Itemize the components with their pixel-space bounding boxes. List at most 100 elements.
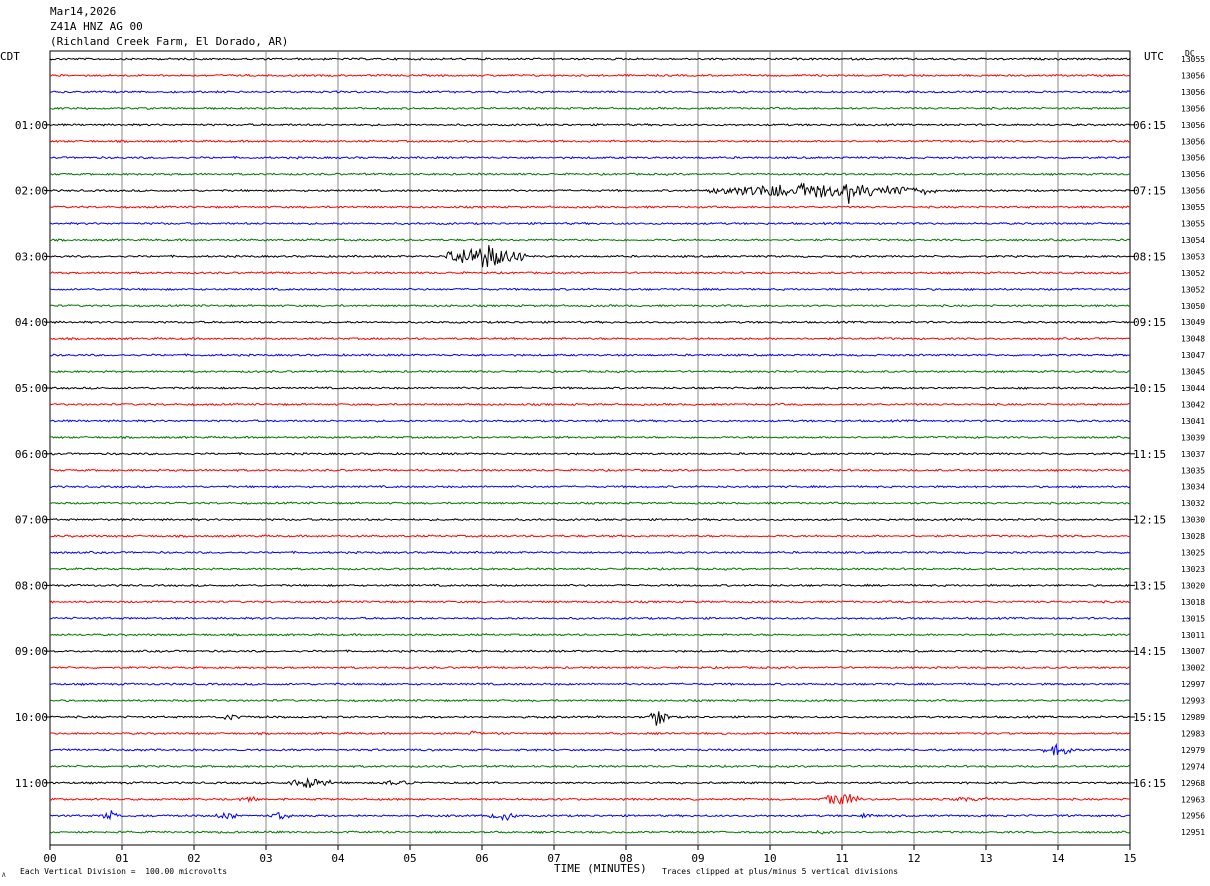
x-axis-title: TIME (MINUTES) [554,862,647,875]
x-tick-label: 00 [43,852,56,865]
dc-offset-label: 12989 [1181,713,1205,722]
dc-offset-label: 13048 [1181,335,1205,344]
dc-offset-label: 13056 [1181,71,1205,80]
seismic-trace [49,649,1131,653]
seismic-trace [49,451,1131,456]
right-hour-label: 14:15 [1133,645,1166,658]
seismic-trace [49,711,1131,726]
left-hour-label: 03:00 [15,250,48,263]
plot-frame [49,50,1131,846]
dc-offset-label: 13044 [1181,384,1205,393]
seismic-trace [50,501,1131,505]
dc-offset-label: 13055 [1181,203,1205,212]
right-hour-label: 12:15 [1133,514,1166,527]
dc-offset-label: 12951 [1181,828,1205,837]
dc-offset-label: 13056 [1181,104,1205,113]
seismic-trace [49,730,1131,736]
seismic-trace [49,742,1130,756]
dc-offset-label: 13039 [1181,433,1205,442]
right-hour-label: 08:15 [1133,250,1166,263]
dc-offset-label: 13056 [1181,137,1205,146]
seismic-trace [49,402,1131,407]
seismic-trace [49,90,1131,94]
dc-offset-label: 13028 [1181,532,1205,541]
seismic-trace [49,369,1130,374]
dc-offset-label: 12963 [1181,795,1205,804]
seismic-trace [49,57,1131,61]
dc-offset-label: 13056 [1181,88,1205,97]
left-hour-label: 04:00 [15,316,48,329]
dc-offset-label: 13056 [1181,170,1205,179]
right-hour-label: 11:15 [1133,448,1166,461]
left-hour-label: 10:00 [15,711,48,724]
seismic-trace [49,122,1131,127]
dc-offset-label: 13007 [1181,647,1205,656]
x-tick-label: 05 [403,852,416,865]
seismic-trace [49,550,1131,555]
dc-offset-label: 13054 [1181,236,1205,245]
plot-date: Mar14,2026 [50,5,117,18]
x-tick-label: 02 [187,852,200,865]
x-tick-label: 10 [763,852,776,865]
x-tick-label: 11 [835,852,848,865]
dc-offset-label: 13056 [1181,121,1205,130]
seismic-trace [50,534,1130,538]
seismic-trace [49,172,1131,176]
seismic-trace [49,517,1131,522]
dc-offset-label: 12983 [1181,729,1205,738]
dc-offset-label: 12993 [1181,697,1205,706]
seismic-trace [49,682,1130,686]
x-tick-label: 06 [475,852,488,865]
seismic-trace [49,632,1131,637]
seismic-trace [49,221,1131,226]
trace-lines [49,57,1131,835]
seismic-trace [49,336,1131,341]
dc-offset-label: 13053 [1181,252,1205,261]
seismic-trace [49,155,1131,160]
seismic-trace [49,698,1131,703]
dc-offset-label: 13002 [1181,664,1205,673]
dc-offset-label: 13055 [1181,220,1205,229]
right-hour-label: 07:15 [1133,185,1166,198]
right-hour-label: 09:15 [1133,316,1166,329]
dc-offset-label: 13042 [1181,400,1205,409]
seismic-trace [49,777,1131,788]
x-tick-label: 08 [619,852,632,865]
dc-offset-label: 12974 [1181,762,1205,771]
x-tick-label: 04 [331,852,345,865]
x-tick-label: 14 [1051,852,1065,865]
left-timezone-label: CDT [0,50,20,63]
seismic-trace [49,419,1131,423]
dc-offset-label: 13049 [1181,318,1205,327]
x-tick-label: 07 [547,852,560,865]
seismic-trace [49,484,1131,489]
dc-offset-label: 13045 [1181,368,1205,377]
seismic-trace [49,205,1131,209]
x-tick-label: 03 [259,852,272,865]
dc-offset-label: 13018 [1181,598,1205,607]
dc-offset-label: 13052 [1181,285,1205,294]
left-hour-label: 11:00 [15,777,48,790]
seismic-trace [49,829,1131,835]
dc-offset-label: 12968 [1181,779,1205,788]
left-hour-label: 07:00 [15,514,48,527]
dc-offset-label: 13035 [1181,466,1205,475]
dc-offset-label: 12979 [1181,746,1205,755]
dc-offset-label: 13052 [1181,269,1205,278]
tiny-mark: Λ [2,872,6,879]
seismic-trace [49,238,1131,242]
seismic-trace [50,665,1131,670]
right-hour-label: 16:15 [1133,777,1166,790]
station-location: (Richland Creek Farm, El Dorado, AR) [50,35,289,48]
seismic-trace [49,616,1131,621]
seismic-trace [49,583,1131,588]
dc-offset-label: 13047 [1181,351,1205,360]
dc-offset-label: 13023 [1181,565,1205,574]
left-hour-label: 09:00 [15,645,48,658]
seismic-trace [49,303,1131,308]
seismic-trace [49,320,1131,325]
dc-offset-label: 12956 [1181,812,1205,821]
seismic-trace [49,810,1131,822]
axis-labels: 00 01 02 03 04 05 06 07 08 09 10 11 12 13 14 15 13055 130… [15,55,1205,865]
